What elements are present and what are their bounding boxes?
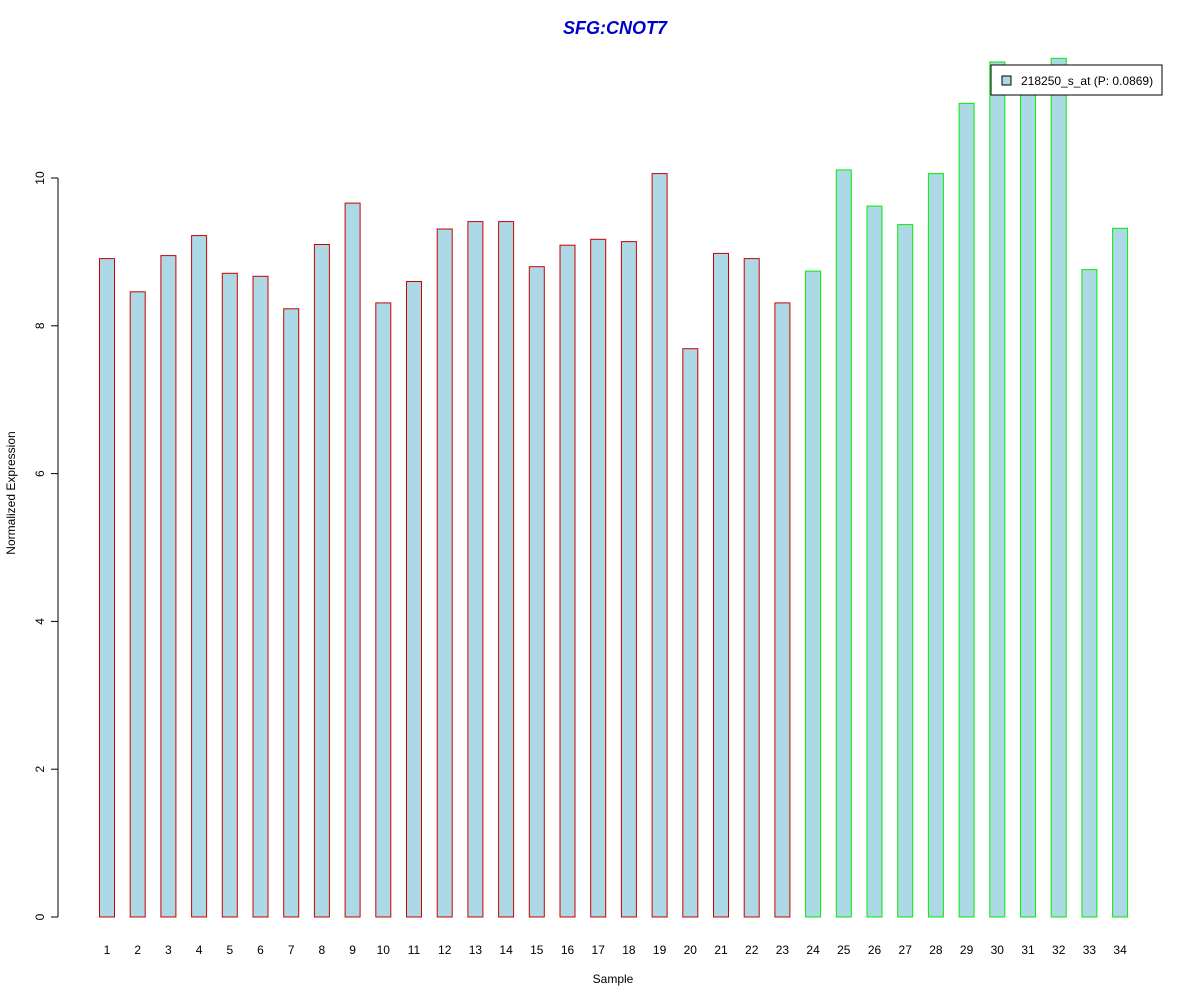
bar-sample-28 [927,173,944,918]
bar-sample-22 [743,258,760,918]
bar-sample-25 [835,169,852,918]
bar-sample-13 [467,221,484,918]
bar-sample-31 [1020,85,1036,918]
bar-sample-16 [559,244,576,918]
x-tick-label: 11 [408,943,421,957]
bar-sample-33 [1081,269,1098,918]
x-tick-label: 2 [134,943,141,957]
x-tick-label: 31 [1021,943,1035,957]
x-tick-label: 22 [745,943,759,957]
bar-sample-3 [160,255,177,918]
y-tick-label: 2 [33,766,47,773]
bar-sample-19 [651,173,668,918]
x-tick-label: 20 [684,943,698,957]
bar-sample-24 [805,270,822,918]
x-tick-label: 10 [377,943,391,957]
legend: 218250_s_at (P: 0.0869) [990,64,1163,96]
x-tick-label: 15 [530,943,544,957]
x-tick-label: 1 [104,943,111,957]
y-tick-label: 8 [33,322,47,329]
x-tick-label: 13 [469,943,483,957]
y-tick-label: 10 [33,171,47,185]
x-tick-label: 26 [868,943,882,957]
bar-sample-11 [406,281,422,918]
legend-swatch [1001,75,1012,86]
bar-sample-4 [191,235,208,918]
x-tick-label: 14 [499,943,513,957]
x-tick-label: 21 [714,943,728,957]
x-tick-label: 32 [1052,943,1066,957]
bar-sample-27 [897,224,914,918]
x-tick-label: 29 [960,943,974,957]
x-tick-label: 8 [319,943,326,957]
bars-group [99,57,1129,918]
bar-sample-12 [436,228,453,918]
x-tick-label: 7 [288,943,295,957]
y-tick-label: 6 [33,470,47,477]
x-tick-label: 17 [592,943,606,957]
x-tick-label: 34 [1113,943,1127,957]
bar-sample-7 [283,308,300,918]
x-tick-label: 30 [991,943,1005,957]
x-axis-label: Sample [593,972,634,986]
bar-sample-32 [1050,57,1067,918]
x-tick-label: 24 [806,943,820,957]
x-tick-label: 27 [899,943,913,957]
legend-box [990,64,1163,96]
x-tick-label: 4 [196,943,203,957]
bar-sample-6 [252,275,269,918]
bar-sample-2 [129,291,146,918]
x-tick-label: 25 [837,943,851,957]
bar-sample-1 [99,258,115,918]
bar-sample-26 [866,205,883,918]
bar-sample-20 [682,348,699,918]
bar-sample-17 [590,238,607,918]
bar-sample-9 [344,202,361,918]
x-tick-label: 19 [653,943,667,957]
bar-sample-30 [989,61,1006,918]
bar-sample-10 [375,302,392,918]
x-tick-label: 6 [257,943,264,957]
x-tick-label: 9 [349,943,356,957]
bar-sample-8 [313,244,330,918]
x-tick-label: 12 [438,943,452,957]
bar-sample-29 [958,102,975,918]
x-tick-label: 3 [165,943,172,957]
bar-sample-14 [498,221,515,918]
legend-label: 218250_s_at (P: 0.0869) [1021,74,1153,88]
y-axis-label: Normalized Expression [4,431,18,554]
bar-sample-15 [528,266,545,918]
bar-sample-34 [1112,227,1129,918]
x-tick-label: 28 [929,943,943,957]
bar-sample-23 [774,302,791,918]
chart-title: SFG:CNOT7 [562,18,667,38]
x-tick-labels: 1 2 3 4 5 6 7 8 9 10 11 12 13 14 15 16 17 18 19 20 21 22 23 24 2… [104,943,1127,957]
x-tick-label: 18 [622,943,636,957]
y-tick-label: 4 [33,618,47,625]
x-tick-label: 33 [1083,943,1097,957]
x-tick-label: 16 [561,943,575,957]
bar-sample-5 [221,272,238,918]
bar-sample-18 [620,241,637,918]
x-tick-label: 23 [776,943,790,957]
bar-sample-21 [713,252,729,918]
y-axis: 0 2 4 6 8 10 [33,171,59,920]
y-tick-label: 0 [33,913,47,920]
x-tick-label: 5 [226,943,233,957]
